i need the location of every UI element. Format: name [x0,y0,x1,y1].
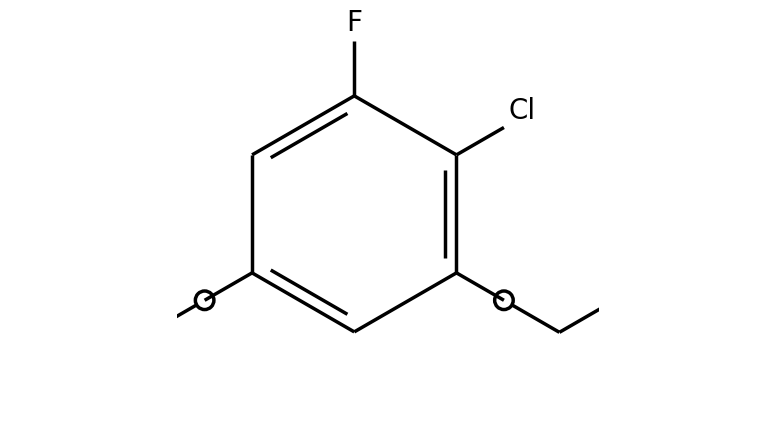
Text: F: F [346,9,362,37]
Text: Cl: Cl [508,98,535,125]
